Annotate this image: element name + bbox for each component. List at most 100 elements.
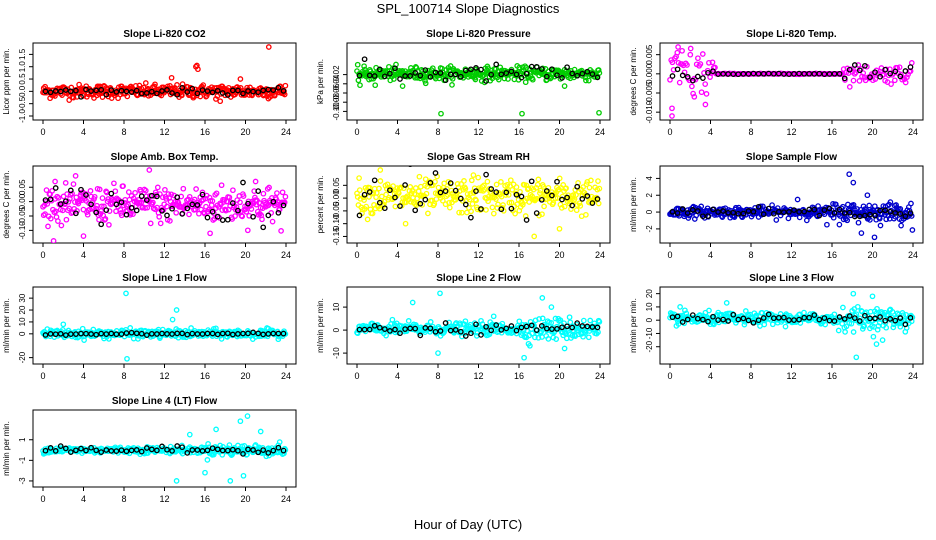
data-point xyxy=(698,203,705,210)
outlier-point xyxy=(173,307,180,313)
x-tick-label: 16 xyxy=(514,127,524,137)
mean-point xyxy=(98,87,105,93)
data-point xyxy=(87,188,94,194)
mean-point xyxy=(715,209,721,215)
mean-point xyxy=(503,325,510,332)
data-point xyxy=(514,201,521,208)
mean-point xyxy=(194,90,201,97)
data-point xyxy=(850,329,857,335)
mean-point xyxy=(892,68,899,75)
mean-point xyxy=(791,207,797,213)
mean-point xyxy=(745,317,752,324)
x-tick-label: 16 xyxy=(200,250,210,260)
outlier-point xyxy=(853,354,860,361)
mean-point xyxy=(427,325,434,332)
mean-point xyxy=(442,77,449,84)
x-tick-label: 0 xyxy=(354,127,359,137)
mean-point xyxy=(381,73,388,80)
outlier-point xyxy=(213,426,219,433)
y-tick-label: 10 xyxy=(645,302,654,311)
mean-point xyxy=(270,447,277,454)
mean-point xyxy=(594,324,601,331)
y-tick-label: -3 xyxy=(18,477,27,485)
mean-point xyxy=(118,87,125,94)
x-tick-label: 20 xyxy=(554,250,564,260)
y-tick-label: -0.06 xyxy=(332,83,341,102)
y-axis-label: Licor ppm per min. xyxy=(2,48,11,114)
mean-point xyxy=(887,70,894,77)
mean-point xyxy=(836,314,843,320)
outlier-point xyxy=(60,321,67,328)
mean-point xyxy=(770,210,777,217)
x-tick-label: 8 xyxy=(121,127,126,137)
mean-point xyxy=(725,318,732,324)
data-point xyxy=(563,185,569,192)
data-point xyxy=(422,77,428,84)
mean-point xyxy=(786,209,792,215)
mean-point xyxy=(83,192,89,198)
data-point xyxy=(125,189,132,195)
data-point xyxy=(218,336,225,342)
mean-point xyxy=(73,447,79,454)
data-point xyxy=(553,336,560,342)
chart-panel: Slope Line 4 (LT) Flow ml/min per min. -3 -… xyxy=(2,396,297,504)
data-point xyxy=(561,203,568,210)
data-point xyxy=(200,82,207,88)
mean-point xyxy=(417,332,424,339)
data-point xyxy=(173,209,180,216)
data-point xyxy=(186,211,192,218)
x-tick-label: 0 xyxy=(40,494,45,504)
mean-point xyxy=(57,443,64,449)
x-tick-label: 4 xyxy=(395,371,400,381)
mean-point xyxy=(856,213,863,220)
mean-point xyxy=(179,444,186,451)
plot-frame xyxy=(32,165,297,244)
mean-point xyxy=(275,444,282,451)
mean-point xyxy=(508,323,515,329)
data-point xyxy=(79,325,86,332)
data-point xyxy=(72,173,79,179)
y-axis-label: ml/min per min. xyxy=(2,421,11,476)
mean-point xyxy=(422,67,429,73)
data-point xyxy=(537,190,543,196)
outlier-point xyxy=(561,83,568,89)
mean-point xyxy=(897,211,904,217)
mean-point xyxy=(199,191,206,198)
data-point xyxy=(699,51,706,57)
mean-point xyxy=(715,317,721,323)
data-point xyxy=(706,59,712,66)
mean-point xyxy=(42,197,49,203)
mean-point xyxy=(113,89,120,95)
mean-point xyxy=(457,328,464,335)
mean-point xyxy=(543,188,550,194)
x-tick-label: 24 xyxy=(908,371,918,381)
y-tick-label: -0.010 xyxy=(645,100,654,123)
data-point xyxy=(587,317,594,324)
mean-point xyxy=(250,447,256,453)
data-point xyxy=(378,73,384,80)
data-point xyxy=(142,80,149,86)
chart-title: Slope Gas Stream RH xyxy=(427,152,530,163)
x-tick-label: 16 xyxy=(827,250,837,260)
data-point xyxy=(582,330,589,336)
data-point xyxy=(535,334,542,341)
outlier-point xyxy=(470,172,477,178)
mean-point xyxy=(123,330,130,336)
mean-point xyxy=(229,87,236,94)
mean-point xyxy=(679,206,686,212)
data-point xyxy=(65,198,72,205)
x-tick-label: 20 xyxy=(867,371,877,381)
mean-point xyxy=(760,315,767,321)
data-point xyxy=(259,216,265,223)
mean-point xyxy=(684,210,691,216)
mean-point xyxy=(209,330,216,337)
mean-point xyxy=(559,75,565,81)
x-tick-label: 4 xyxy=(81,371,86,381)
mean-point xyxy=(503,189,510,196)
data-point xyxy=(163,196,170,202)
data-point xyxy=(117,206,124,213)
y-tick-label: -0.005 xyxy=(645,81,654,104)
mean-point xyxy=(78,93,84,100)
outlier-point xyxy=(677,304,683,310)
y-tick-label: -0.10 xyxy=(332,214,341,233)
